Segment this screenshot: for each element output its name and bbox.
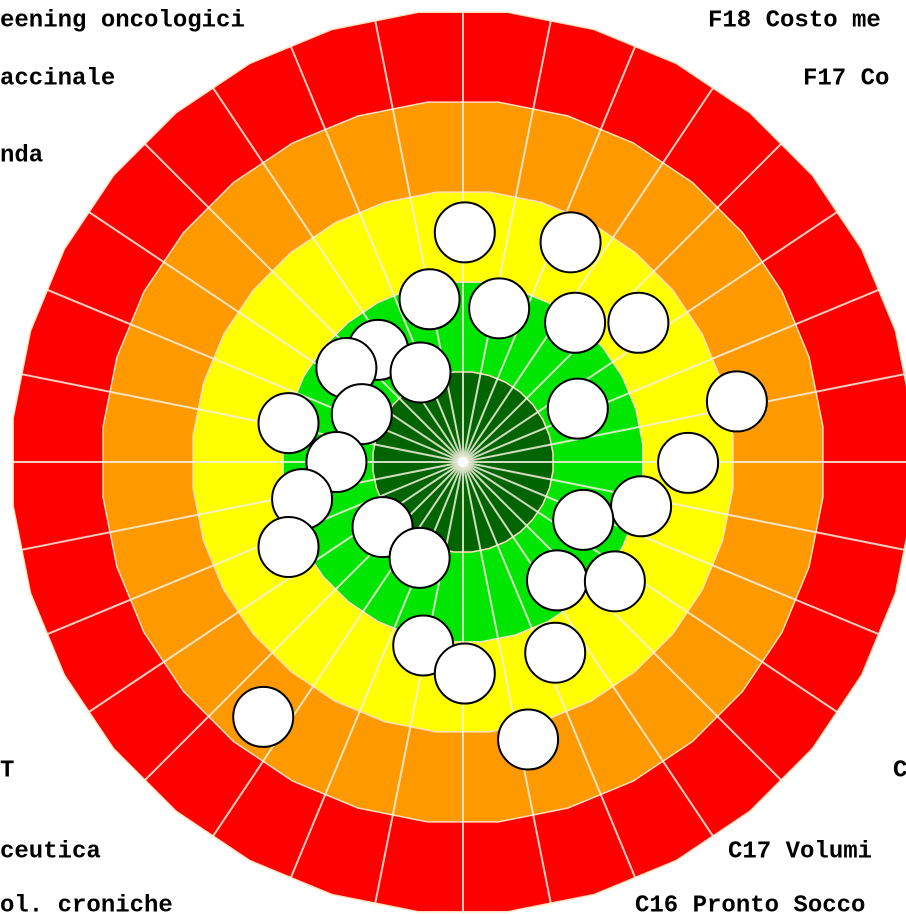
indicator-label: F18 Costo me (708, 7, 881, 34)
indicator-label: C16 Pronto Socco (635, 892, 865, 914)
indicator-dot (552, 488, 615, 551)
indicator-dot (610, 475, 673, 538)
indicator-dot (468, 277, 531, 340)
indicator-label: C (893, 757, 906, 784)
indicator-label: C17 Volumi (728, 838, 872, 865)
spoke (211, 461, 464, 839)
indicator-label: ol. croniche (0, 892, 173, 914)
indicator-dot (705, 370, 768, 433)
indicator-dot (539, 211, 602, 274)
spoke (462, 18, 553, 463)
indicator-dot (388, 526, 451, 589)
center (458, 457, 468, 467)
spoke (45, 288, 464, 463)
spoke (462, 461, 881, 636)
indicator-label: nda (0, 142, 43, 169)
spoke (462, 461, 553, 906)
spoke (462, 372, 906, 463)
indicator-dot (544, 291, 607, 354)
spoke (373, 18, 464, 463)
indicator-label: T (0, 757, 14, 784)
indicator-dot (398, 268, 461, 331)
indicator-label: eening oncologici (0, 7, 245, 34)
spoke (462, 288, 881, 463)
indicator-dot (330, 383, 393, 446)
indicator-dot (526, 549, 589, 612)
spoke (462, 461, 784, 783)
indicator-dot (389, 341, 452, 404)
spoke (86, 210, 464, 463)
indicator-dot (607, 291, 670, 354)
spoke (142, 141, 464, 463)
spoke (462, 461, 715, 839)
indicator-dot (257, 392, 320, 455)
indicator-dot (583, 550, 646, 613)
indicator-dot (497, 708, 560, 771)
indicator-label: F17 Co (803, 65, 889, 92)
indicator-dot (657, 431, 720, 494)
spoke (19, 461, 464, 552)
indicator-dot (433, 201, 496, 264)
indicator-label: ceutica (0, 838, 101, 865)
spoke (19, 372, 464, 463)
indicator-dot (232, 685, 295, 748)
spoke (45, 461, 464, 636)
indicator-label: accinale (0, 65, 115, 92)
indicator-dot (546, 377, 609, 440)
spoke (462, 461, 840, 714)
spoke (462, 85, 715, 463)
spoke (373, 461, 464, 906)
spoke (462, 461, 906, 552)
indicator-dot (524, 621, 587, 684)
indicator-dot (257, 515, 320, 578)
indicator-dot (433, 642, 496, 705)
